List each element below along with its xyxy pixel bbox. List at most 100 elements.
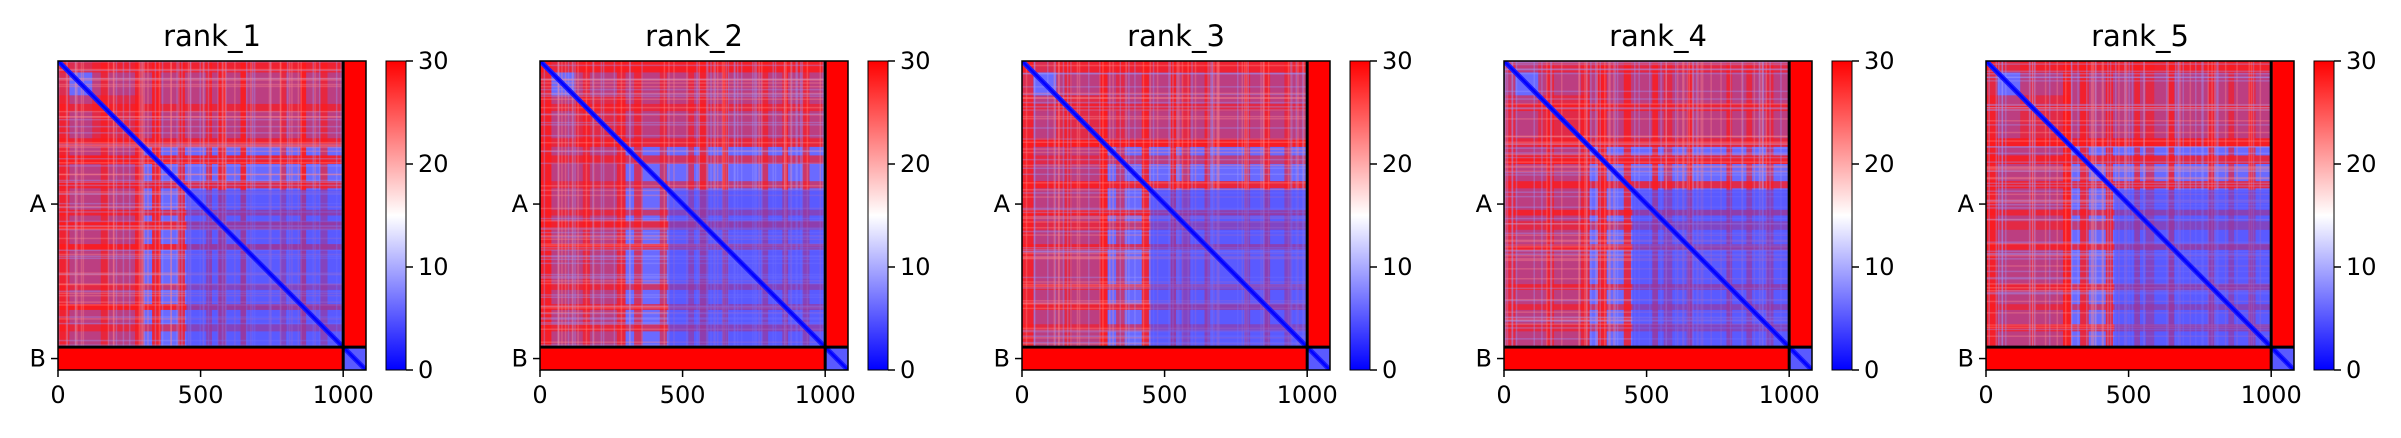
texture-row <box>1986 70 2272 73</box>
texture-col <box>1033 61 1036 348</box>
texture-row <box>1986 131 2272 134</box>
x-tick-label: 1000 <box>795 381 856 409</box>
colorbar-tick-label: 10 <box>1382 253 1413 281</box>
texture-row <box>1504 135 1790 138</box>
texture-row <box>1022 138 1308 140</box>
colorbar: 0 10 20 30 <box>2313 47 2377 384</box>
texture-col <box>1511 61 1514 348</box>
texture-row <box>58 146 344 149</box>
texture-row <box>1986 166 2272 168</box>
texture-row <box>1986 107 2272 109</box>
texture-row <box>1504 90 1790 93</box>
x-tick-label: 1000 <box>1759 381 1820 409</box>
texture-col <box>2077 61 2079 348</box>
texture-col <box>1057 61 1060 348</box>
texture-col <box>574 61 576 348</box>
texture-row <box>1504 165 1790 168</box>
texture-col <box>1047 61 1049 348</box>
texture-row <box>1986 76 2272 79</box>
colorbar-tick-label: 30 <box>418 47 449 75</box>
texture-col <box>641 61 643 348</box>
texture-col <box>1609 61 1611 348</box>
texture-row <box>58 61 344 63</box>
texture-col <box>2033 61 2036 348</box>
y-tick-label: B <box>1476 345 1492 373</box>
texture-row <box>1022 101 1308 104</box>
texture-col <box>2056 61 2059 348</box>
texture-col <box>2044 61 2047 348</box>
stripe-col <box>1623 61 1631 348</box>
texture-col <box>2029 61 2031 348</box>
stripe-col <box>177 61 185 348</box>
colorbar: 0 10 20 30 <box>867 47 931 384</box>
texture-row <box>1986 152 2272 155</box>
stripe-row <box>1022 181 1308 189</box>
texture-row <box>540 106 826 109</box>
texture-col <box>567 61 570 348</box>
texture-row <box>58 184 344 187</box>
texture-col <box>115 61 118 348</box>
colorbar-tick-label: 30 <box>1382 47 1413 75</box>
texture-col <box>113 61 115 348</box>
texture-col <box>1505 61 1507 348</box>
texture-col <box>170 61 172 348</box>
texture-row <box>1986 73 2272 75</box>
texture-row <box>58 179 344 182</box>
texture-row <box>540 150 826 153</box>
panel-title: rank_5 <box>2091 19 2189 53</box>
texture-col <box>140 61 142 348</box>
texture-col <box>628 61 631 348</box>
texture-row <box>58 162 344 164</box>
texture-row <box>1504 98 1790 100</box>
texture-row <box>540 113 826 115</box>
texture-row <box>1504 166 1790 169</box>
texture-row <box>1022 117 1308 120</box>
texture-row <box>58 69 344 72</box>
panel-title: rank_3 <box>1127 19 1225 53</box>
texture-col <box>602 61 605 348</box>
stripe-col <box>659 61 667 348</box>
texture-col <box>143 61 145 348</box>
texture-col <box>181 61 183 348</box>
texture-row <box>540 88 826 91</box>
texture-row <box>1986 146 2272 148</box>
texture-col <box>1128 61 1130 348</box>
texture-col <box>1608 61 1610 348</box>
colorbar-tick-label: 0 <box>2346 356 2361 384</box>
texture-col <box>161 61 164 348</box>
texture-row <box>58 165 344 167</box>
texture-row <box>1022 109 1308 111</box>
texture-col <box>1585 61 1588 348</box>
texture-col <box>1988 61 1990 348</box>
texture-col <box>629 61 631 348</box>
colorbar-tick-label: 30 <box>900 47 931 75</box>
texture-col <box>561 61 563 348</box>
heatmap-matrix <box>58 61 366 370</box>
texture-row <box>540 78 826 80</box>
texture-col <box>2086 61 2088 348</box>
stripe-row <box>1986 155 2272 164</box>
texture-col <box>1054 61 1056 348</box>
texture-col <box>147 61 149 348</box>
texture-row <box>540 150 826 152</box>
texture-col <box>1511 61 1513 348</box>
x-tick-label: 0 <box>1014 381 1029 409</box>
region-red <box>1986 95 2072 348</box>
texture-col <box>80 61 83 348</box>
y-tick-label: B <box>994 345 1010 373</box>
texture-row <box>1022 73 1308 75</box>
texture-col <box>1560 61 1563 348</box>
colorbar-tick-label: 20 <box>2346 150 2377 178</box>
texture-row <box>540 95 826 97</box>
stripe-row <box>1022 155 1308 164</box>
texture-col <box>2109 61 2112 348</box>
texture-col <box>1076 61 1079 348</box>
texture-row <box>540 82 826 84</box>
heatmap-matrix <box>1986 61 2294 370</box>
colorbar-tick-label: 20 <box>418 150 449 178</box>
texture-row <box>1504 152 1790 154</box>
texture-row <box>1022 188 1308 191</box>
region-red <box>540 95 626 348</box>
texture-col <box>1062 61 1065 348</box>
